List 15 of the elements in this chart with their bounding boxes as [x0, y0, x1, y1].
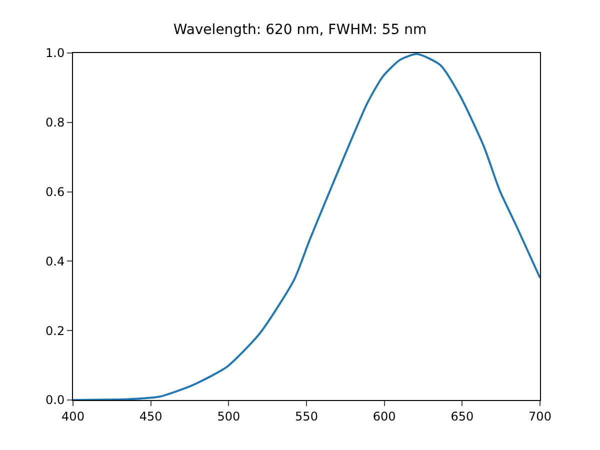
y-tick-label: 0.6	[46, 185, 65, 199]
x-tick-label: 550	[295, 409, 318, 424]
x-tick-label: 500	[217, 409, 240, 424]
y-tick-label: 0.2	[46, 324, 65, 338]
x-tick-label: 400	[62, 409, 84, 424]
y-tick-label: 1.0	[46, 46, 65, 60]
y-tick-label: 0.4	[46, 254, 65, 268]
x-tick-label: 650	[450, 409, 474, 424]
line-series	[73, 53, 540, 400]
x-tick-label: 700	[528, 409, 552, 424]
x-tick-label: 450	[139, 409, 162, 424]
y-tick-label: 0.0	[46, 393, 65, 408]
y-tick-label: 0.8	[46, 116, 65, 130]
chart-title: Wavelength: 620 nm, FWHM: 55 nm	[173, 22, 427, 38]
x-tick-label: 600	[372, 409, 396, 424]
